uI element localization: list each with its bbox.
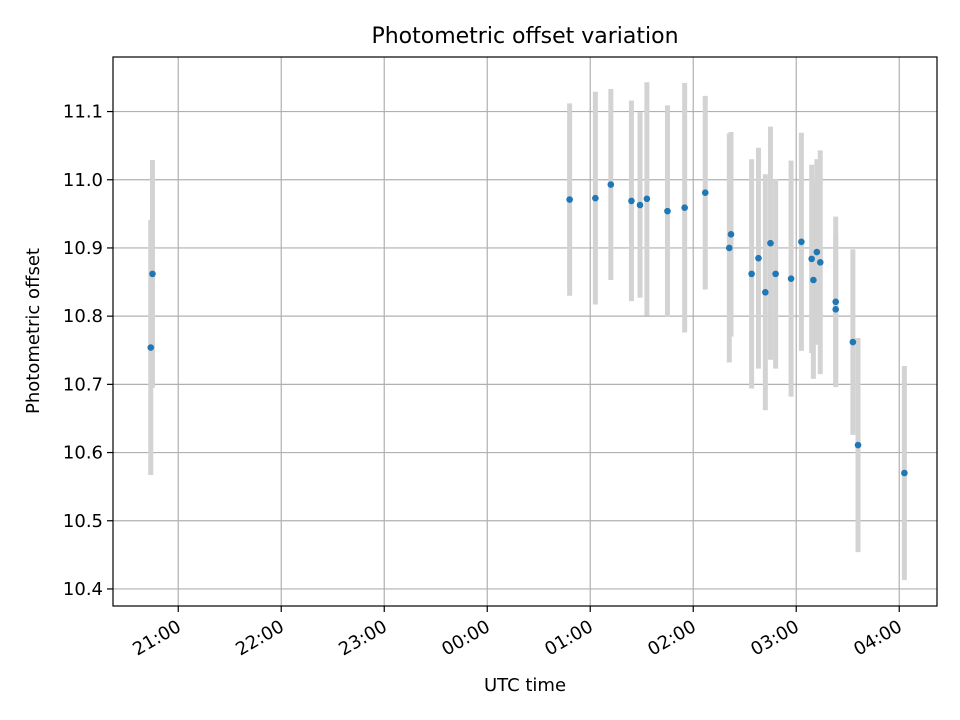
y-tick-label: 10.5	[63, 511, 103, 532]
data-point	[901, 469, 908, 477]
data-point	[727, 231, 735, 238]
data-point	[147, 344, 155, 351]
data-point	[701, 189, 709, 197]
data-point	[767, 239, 774, 247]
data-point	[664, 207, 671, 215]
data-point	[592, 194, 599, 202]
data-points	[147, 181, 908, 477]
data-point	[636, 201, 644, 209]
data-point	[813, 248, 821, 256]
y-axis: 10.4 10.5 10.6 10.7 10.8 10.9 11.0 11.1	[63, 102, 113, 600]
data-point	[816, 258, 824, 266]
data-point	[810, 276, 817, 284]
data-point	[149, 270, 156, 278]
y-tick-label: 11.1	[63, 102, 103, 123]
data-point	[849, 338, 857, 346]
y-axis-label: Photometric offset	[23, 248, 44, 414]
data-point	[832, 298, 840, 306]
data-point	[772, 270, 779, 278]
data-point	[643, 195, 651, 203]
plot-frame	[112, 56, 938, 607]
y-tick-label: 10.8	[63, 306, 103, 327]
data-point	[725, 244, 733, 252]
x-axis-label: UTC time	[484, 675, 566, 696]
data-point	[832, 306, 840, 313]
y-tick-label: 10.6	[63, 443, 103, 464]
y-tick-label: 11.0	[63, 170, 103, 191]
data-point	[787, 275, 795, 282]
data-point	[681, 204, 688, 212]
data-point	[607, 181, 615, 188]
data-point	[748, 270, 755, 278]
chart-title: Photometric offset variation	[371, 24, 678, 49]
grid	[113, 57, 937, 606]
data-point	[566, 196, 573, 203]
data-point	[854, 441, 862, 449]
y-tick-label: 10.4	[63, 579, 103, 600]
data-point	[755, 254, 762, 262]
data-point	[798, 238, 805, 246]
y-tick-label: 10.9	[63, 238, 103, 259]
data-point	[808, 255, 815, 263]
data-point	[628, 197, 635, 205]
data-point	[762, 288, 769, 296]
y-tick-label: 10.7	[63, 374, 103, 395]
